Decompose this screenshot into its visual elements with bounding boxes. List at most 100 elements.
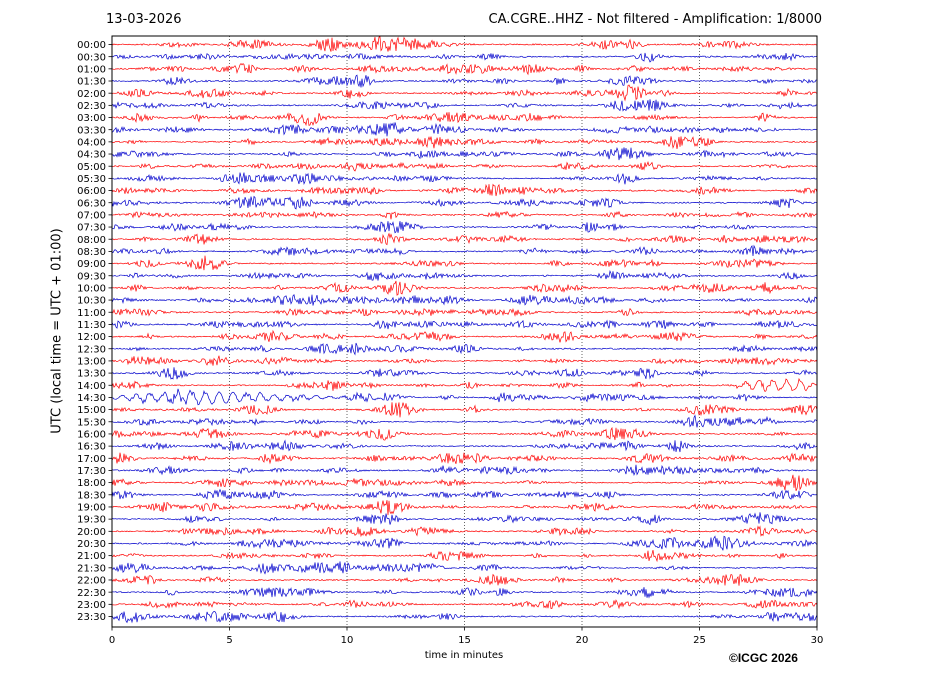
- trace-1200: [111, 329, 818, 343]
- trace-1000: [111, 280, 818, 296]
- y-tick-label: 08:00: [77, 235, 106, 246]
- x-tick-label: 20: [576, 635, 589, 646]
- trace-0930: [111, 269, 818, 281]
- y-tick-label: 23:00: [77, 600, 106, 611]
- trace-1500: [111, 402, 818, 418]
- y-tick-label: 00:00: [77, 40, 106, 51]
- trace-1330: [111, 367, 818, 380]
- chart-title: CA.CGRE..HHZ - Not filtered - Amplificat…: [488, 12, 823, 27]
- x-tick-label: 0: [109, 635, 115, 646]
- trace-1300: [111, 355, 818, 366]
- y-tick-label: 22:30: [77, 588, 106, 599]
- trace-0330: [111, 122, 818, 137]
- trace-1830: [111, 488, 818, 500]
- y-tick-label: 18:30: [77, 490, 106, 501]
- trace-1730: [111, 464, 818, 477]
- x-tick-label: 10: [341, 635, 354, 646]
- trace-0400: [111, 136, 818, 150]
- trace-1800: [111, 474, 818, 491]
- y-tick-label: 19:30: [77, 515, 106, 526]
- trace-2330: [111, 610, 818, 624]
- trace-0630: [111, 195, 818, 210]
- y-tick-label: 11:30: [77, 320, 106, 331]
- trace-0130: [111, 74, 818, 88]
- trace-1430: [111, 388, 818, 406]
- y-tick-label: 13:30: [77, 369, 106, 380]
- trace-1530: [111, 414, 818, 428]
- y-tick-label: 07:30: [77, 223, 106, 234]
- y-tick-label: 02:00: [77, 89, 106, 100]
- y-tick-label: 22:00: [77, 576, 106, 587]
- trace-2130: [111, 561, 818, 575]
- y-tick-label: 11:00: [77, 308, 106, 319]
- y-tick-label: 20:00: [77, 527, 106, 538]
- trace-0900: [111, 255, 818, 271]
- y-tick-label: 12:30: [77, 344, 106, 355]
- trace-1700: [111, 452, 818, 465]
- x-tick-label: 15: [458, 635, 471, 646]
- trace-0700: [111, 210, 818, 220]
- x-axis-label: time in minutes: [424, 650, 504, 661]
- y-tick-label: 14:30: [77, 393, 106, 404]
- y-tick-label: 01:30: [77, 77, 106, 88]
- trace-1400: [111, 377, 818, 392]
- y-tick-label: 08:30: [77, 247, 106, 258]
- trace-1930: [111, 512, 818, 526]
- y-tick-label: 03:30: [77, 125, 106, 136]
- trace-1100: [111, 307, 818, 317]
- y-tick-label: 02:30: [77, 101, 106, 112]
- trace-0600: [111, 183, 818, 197]
- y-tick-label: 16:00: [77, 430, 106, 441]
- x-tick-label: 5: [226, 635, 232, 646]
- y-tick-label: 07:00: [77, 210, 106, 221]
- date-label: 13-03-2026: [106, 12, 182, 27]
- y-tick-label: 21:00: [77, 551, 106, 562]
- y-tick-label: 18:00: [77, 478, 106, 489]
- y-tick-label: 05:30: [77, 174, 106, 185]
- trace-2230: [111, 587, 818, 599]
- y-tick-label: 04:00: [77, 137, 106, 148]
- trace-2000: [111, 525, 818, 538]
- y-tick-label: 04:30: [77, 150, 106, 161]
- trace-0300: [111, 112, 818, 127]
- y-tick-label: 10:30: [77, 296, 106, 307]
- trace-0200: [111, 84, 818, 102]
- trace-1900: [111, 500, 818, 516]
- grid-lines: [229, 36, 700, 627]
- y-tick-label: 00:30: [77, 52, 106, 63]
- trace-1630: [111, 439, 818, 453]
- y-tick-label: 10:00: [77, 284, 106, 295]
- trace-2030: [111, 535, 818, 551]
- y-tick-label: 15:30: [77, 417, 106, 428]
- trace-0100: [111, 63, 818, 76]
- y-tick-label: 23:30: [77, 612, 106, 623]
- y-tick-label: 09:00: [77, 259, 106, 270]
- copyright-label: ©ICGC 2026: [729, 651, 798, 665]
- y-tick-label: 09:30: [77, 271, 106, 282]
- y-tick-label: 12:00: [77, 332, 106, 343]
- y-tick-label: 13:00: [77, 357, 106, 368]
- trace-0530: [111, 172, 818, 185]
- trace-1600: [111, 426, 818, 441]
- trace-0800: [111, 232, 818, 246]
- x-tick-label: 30: [811, 635, 824, 646]
- trace-2200: [111, 573, 818, 586]
- y-tick-label: 05:00: [77, 162, 106, 173]
- trace-1230: [111, 342, 818, 356]
- trace-0000: [111, 36, 818, 52]
- y-tick-label: 01:00: [77, 64, 106, 75]
- x-tick-label: 25: [693, 635, 706, 646]
- y-tick-label: 15:00: [77, 405, 106, 416]
- y-tick-label: 14:00: [77, 381, 106, 392]
- seismic-traces: [111, 36, 818, 624]
- trace-0030: [111, 52, 818, 63]
- y-tick-label: 17:30: [77, 466, 106, 477]
- y-tick-label: 03:00: [77, 113, 106, 124]
- trace-0430: [111, 147, 818, 161]
- y-tick-label: 21:30: [77, 563, 106, 574]
- trace-0730: [111, 221, 818, 234]
- y-tick-label: 19:00: [77, 503, 106, 514]
- trace-0500: [111, 160, 818, 172]
